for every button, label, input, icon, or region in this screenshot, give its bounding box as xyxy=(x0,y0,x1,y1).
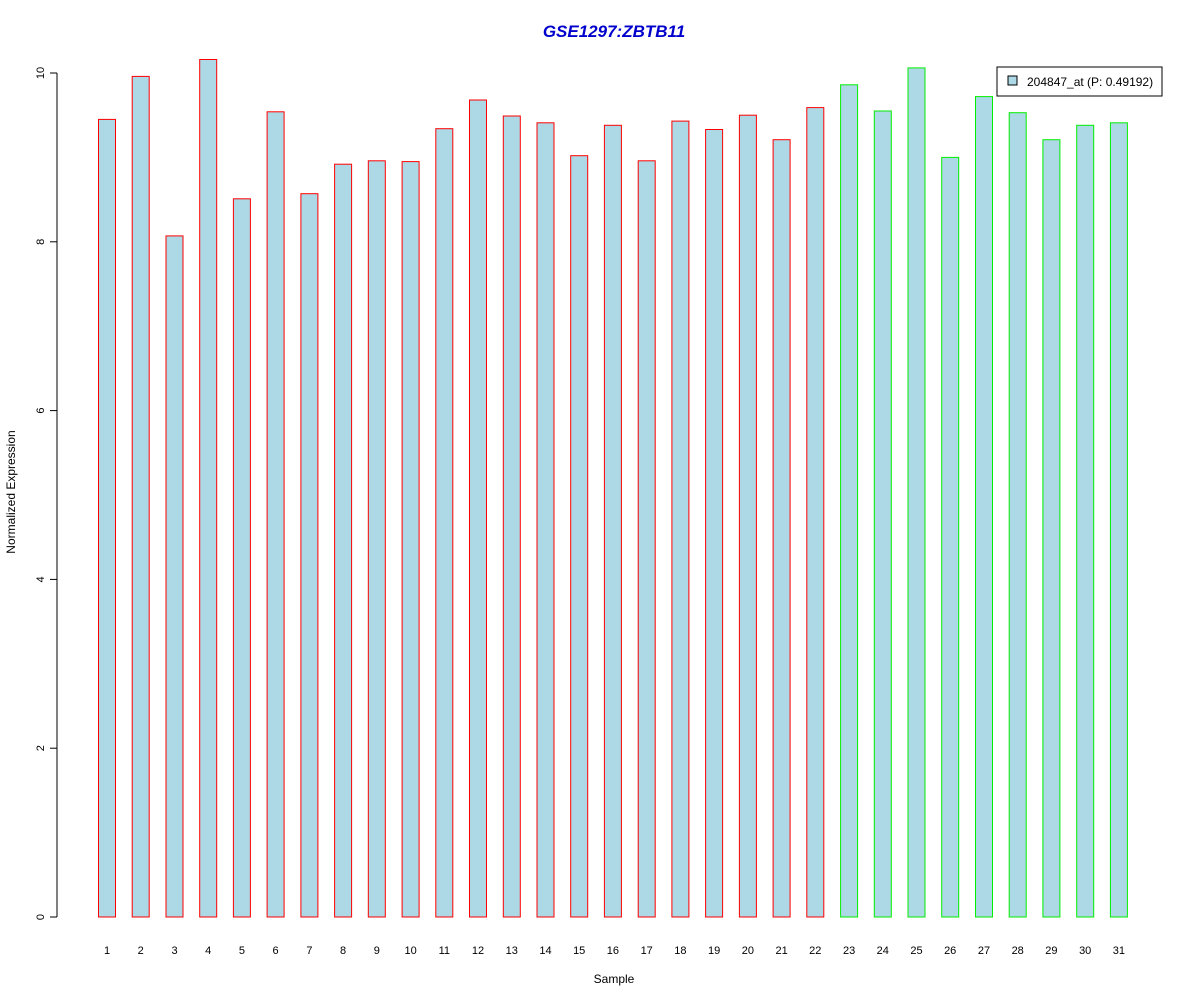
bar-sample-16 xyxy=(603,124,622,918)
x-axis: 1 2 3 4 5 6 7 8 9 10 11 12 13 14 15 16 17 18 19 20 21 22 23 24 2… xyxy=(104,945,1125,957)
y-tick-label: 10 xyxy=(35,67,47,79)
bar-sample-21 xyxy=(772,139,791,918)
x-tick-label: 31 xyxy=(1113,945,1125,957)
x-tick-label: 14 xyxy=(539,945,551,957)
x-tick-label: 22 xyxy=(809,945,821,957)
x-tick-label: 10 xyxy=(404,945,416,957)
x-tick-label: 30 xyxy=(1079,945,1091,957)
legend-swatch xyxy=(1007,75,1018,86)
legend-box xyxy=(996,66,1163,97)
x-tick-label: 5 xyxy=(239,945,245,957)
bar-sample-23 xyxy=(840,84,859,918)
bar-sample-22 xyxy=(806,107,825,918)
x-tick-label: 17 xyxy=(641,945,653,957)
y-axis-label: Normalized Expression xyxy=(4,430,18,553)
bar-sample-9 xyxy=(367,160,386,918)
y-tick-label: 8 xyxy=(35,239,47,245)
bar-sample-13 xyxy=(502,115,521,918)
x-tick-label: 3 xyxy=(171,945,177,957)
x-tick-label: 12 xyxy=(472,945,484,957)
bar-sample-28 xyxy=(1008,112,1027,918)
bar-sample-7 xyxy=(300,193,319,918)
x-tick-label: 29 xyxy=(1045,945,1057,957)
x-tick-label: 11 xyxy=(439,945,450,957)
bar-sample-20 xyxy=(738,114,757,918)
x-tick-label: 13 xyxy=(506,945,518,957)
bar-sample-4 xyxy=(199,59,218,918)
bar-sample-1 xyxy=(98,118,116,918)
bar-sample-14 xyxy=(536,122,555,918)
y-tick-label: 0 xyxy=(35,914,47,920)
bar-sample-26 xyxy=(941,156,960,918)
x-tick-label: 1 xyxy=(104,945,110,957)
bar-sample-17 xyxy=(637,160,656,918)
bar-sample-31 xyxy=(1109,122,1128,918)
chart-title: GSE1297:ZBTB11 xyxy=(543,22,685,41)
x-tick-label: 18 xyxy=(674,945,686,957)
y-axis: 0 2 4 6 8 10 xyxy=(35,67,58,920)
x-tick-label: 7 xyxy=(306,945,312,957)
bar-sample-6 xyxy=(266,111,285,918)
x-tick-label: 26 xyxy=(944,945,956,957)
bar-sample-3 xyxy=(165,235,184,918)
bars xyxy=(98,59,1128,918)
bar-sample-29 xyxy=(1042,139,1061,918)
bar-sample-27 xyxy=(975,96,993,918)
legend-label: 204847_at (P: 0.49192) xyxy=(1027,75,1153,89)
x-tick-label: 16 xyxy=(607,945,619,957)
x-axis-label: Sample xyxy=(594,972,635,986)
bar-sample-19 xyxy=(705,129,724,918)
bar-sample-11 xyxy=(435,128,454,918)
y-tick-label: 6 xyxy=(35,408,47,414)
bar-sample-30 xyxy=(1076,124,1095,918)
x-tick-label: 6 xyxy=(273,945,279,957)
x-tick-label: 9 xyxy=(374,945,380,957)
x-tick-label: 8 xyxy=(340,945,346,957)
x-tick-label: 2 xyxy=(138,945,144,957)
x-tick-label: 24 xyxy=(877,945,889,957)
legend: 204847_at (P: 0.49192) xyxy=(996,66,1163,97)
bar-sample-24 xyxy=(873,110,892,918)
x-tick-label: 20 xyxy=(742,945,754,957)
x-tick-label: 4 xyxy=(205,945,211,957)
bar-sample-8 xyxy=(334,163,353,918)
x-tick-label: 27 xyxy=(978,945,990,957)
x-tick-label: 23 xyxy=(843,945,855,957)
x-tick-label: 19 xyxy=(708,945,720,957)
bar-sample-18 xyxy=(671,120,690,918)
x-tick-label: 28 xyxy=(1012,945,1024,957)
y-tick-label: 4 xyxy=(35,576,47,582)
x-tick-label: 21 xyxy=(775,945,787,957)
bar-sample-5 xyxy=(232,198,251,918)
bar-sample-25 xyxy=(907,67,926,918)
bar-sample-12 xyxy=(469,99,487,918)
x-tick-label: 15 xyxy=(573,945,585,957)
bar-sample-10 xyxy=(401,161,420,918)
x-tick-label: 25 xyxy=(910,945,922,957)
y-tick-label: 2 xyxy=(35,745,47,751)
bar-sample-15 xyxy=(570,155,589,918)
bar-sample-2 xyxy=(131,75,150,918)
